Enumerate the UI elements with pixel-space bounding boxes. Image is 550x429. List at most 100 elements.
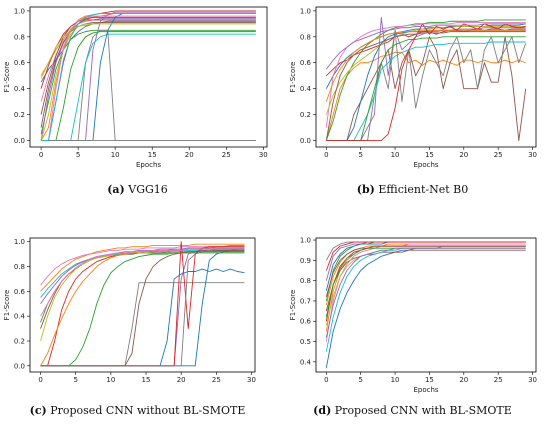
x-tick-label-a: 15 (148, 151, 157, 159)
caption-c: (c) Proposed CNN without BL-SMOTE (0, 404, 275, 417)
x-axis-label-b: Epochs (413, 161, 438, 169)
chart-d: 0 5 10 15 20 25 30 0.4 0.5 0.6 0.7 0.8 0.9 1.0 Epochs F… (289, 237, 537, 394)
series-line-d-15 (325, 245, 526, 298)
y-tick-label-a: 0.0 (14, 137, 25, 145)
y-tick-label-b: 0.8 (300, 33, 311, 41)
series-group-c (40, 241, 245, 367)
y-tick-label-b: 0.0 (300, 137, 311, 145)
plot-area-d (315, 237, 537, 373)
chart-a: 0 5 10 15 20 25 30 0.0 0.2 0.4 0.6 0.8 1.0 Epochs F1-S… (3, 6, 268, 169)
caption-d-letter: (d) (313, 404, 332, 417)
y-tick-label-d: 0.4 (300, 358, 312, 366)
y-tick-label-d: 0.9 (300, 257, 311, 265)
y-tick-label-d: 0.5 (300, 338, 311, 346)
series-group-a (40, 10, 256, 141)
plot-area-a (29, 6, 268, 148)
x-axis-label-a: Epochs (136, 161, 161, 169)
y-tick-label-c: 0.2 (14, 337, 25, 345)
x-tick-label-b: 30 (528, 151, 537, 159)
caption-b-text: Efficient-Net B0 (374, 183, 469, 196)
series-line-c-17 (40, 248, 245, 367)
x-tick-label-c: 5 (73, 376, 77, 384)
caption-a: (a) VGG16 (0, 183, 275, 196)
y-tick-label-a: 1.0 (14, 7, 25, 15)
x-tick-label-d: 20 (459, 376, 468, 384)
series-line-b-15 (325, 31, 526, 141)
y-tick-label-d: 0.6 (300, 318, 312, 326)
chart-c: 0 5 10 15 20 25 30 0.0 0.2 0.4 0.6 0.8 1.0 F1-Score (3, 237, 256, 384)
series-line-b-9 (326, 41, 526, 141)
y-axis-label-b: F1-Score (289, 62, 297, 93)
series-line-a-19 (41, 13, 256, 141)
series-line-b-3 (326, 28, 526, 77)
y-tick-label-c: 0.0 (14, 362, 25, 370)
y-axis-label-d: F1-Score (289, 290, 297, 321)
y-tick-label-c: 0.4 (14, 313, 26, 321)
caption-d: (d) Proposed CNN with BL-SMOTE (275, 404, 550, 417)
x-tick-label-c: 30 (247, 376, 256, 384)
caption-d-text: Proposed CNN with BL-SMOTE (331, 404, 512, 417)
y-tick-label-c: 0.8 (14, 263, 25, 271)
x-tick-label-b: 5 (358, 151, 362, 159)
series-line-a-18 (40, 23, 256, 79)
chart-b: 0 5 10 15 20 25 30 0.0 0.2 0.4 0.6 0.8 1.0 Epochs F1-S… (289, 6, 537, 169)
y-tick-label-a: 0.4 (14, 85, 26, 93)
series-line-c-1 (40, 243, 245, 292)
caption-a-letter: (a) (107, 183, 125, 196)
series-line-b-13 (326, 23, 526, 141)
y-tick-label-d: 0.8 (300, 277, 311, 285)
series-group-d (325, 241, 526, 369)
y-tick-label-b: 0.2 (300, 111, 311, 119)
y-tick-label-c: 1.0 (14, 238, 25, 246)
caption-a-text: VGG16 (124, 183, 168, 196)
x-tick-label-c: 10 (106, 376, 115, 384)
y-tick-label-a: 0.2 (14, 111, 25, 119)
y-tick-label-b: 0.4 (300, 85, 312, 93)
y-tick-label-c: 0.6 (14, 288, 26, 296)
y-tick-label-b: 0.6 (300, 59, 312, 67)
x-tick-label-d: 0 (324, 376, 328, 384)
series-line-a-2 (40, 29, 256, 135)
caption-c-letter: (c) (29, 404, 47, 417)
series-line-a-12 (41, 31, 256, 141)
series-line-b-6 (325, 22, 526, 128)
x-tick-label-c: 15 (142, 376, 151, 384)
x-tick-label-c: 20 (177, 376, 186, 384)
series-line-c-14 (40, 247, 245, 305)
series-line-b-2 (325, 19, 526, 141)
series-line-d-13 (325, 241, 526, 271)
y-tick-label-d: 0.7 (300, 297, 311, 305)
series-line-c-16 (40, 248, 245, 317)
x-tick-label-b: 15 (425, 151, 434, 159)
x-tick-label-b: 25 (494, 151, 503, 159)
x-tick-label-d: 30 (528, 376, 537, 384)
x-tick-label-d: 15 (425, 376, 434, 384)
series-line-b-14 (325, 23, 526, 70)
series-line-b-11 (325, 29, 526, 102)
series-line-a-16 (41, 15, 256, 141)
series-line-c-12 (40, 252, 245, 367)
series-line-a-0 (40, 20, 256, 83)
y-tick-label-a: 0.8 (14, 33, 25, 41)
y-tick-label-d: 1.0 (300, 237, 311, 245)
x-tick-label-d: 10 (391, 376, 400, 384)
x-tick-label-c: 0 (38, 376, 42, 384)
plot-area-c (29, 237, 256, 373)
y-tick-label-a: 0.6 (14, 59, 26, 67)
series-line-d-14 (325, 247, 526, 338)
series-line-d-6 (325, 243, 526, 342)
caption-c-text: Proposed CNN without BL-SMOTE (46, 404, 246, 417)
series-line-a-9 (41, 33, 256, 141)
x-tick-label-a: 5 (76, 151, 80, 159)
x-tick-label-c: 25 (212, 376, 221, 384)
x-tick-label-a: 30 (259, 151, 268, 159)
x-tick-label-b: 20 (459, 151, 468, 159)
caption-b-letter: (b) (356, 183, 375, 196)
x-tick-label-a: 0 (39, 151, 43, 159)
x-axis-label-d: Epochs (413, 386, 438, 394)
caption-b: (b) Efficient-Net B0 (275, 183, 550, 196)
x-tick-label-a: 20 (185, 151, 194, 159)
x-tick-label-b: 0 (324, 151, 328, 159)
series-line-b-5 (326, 36, 527, 141)
